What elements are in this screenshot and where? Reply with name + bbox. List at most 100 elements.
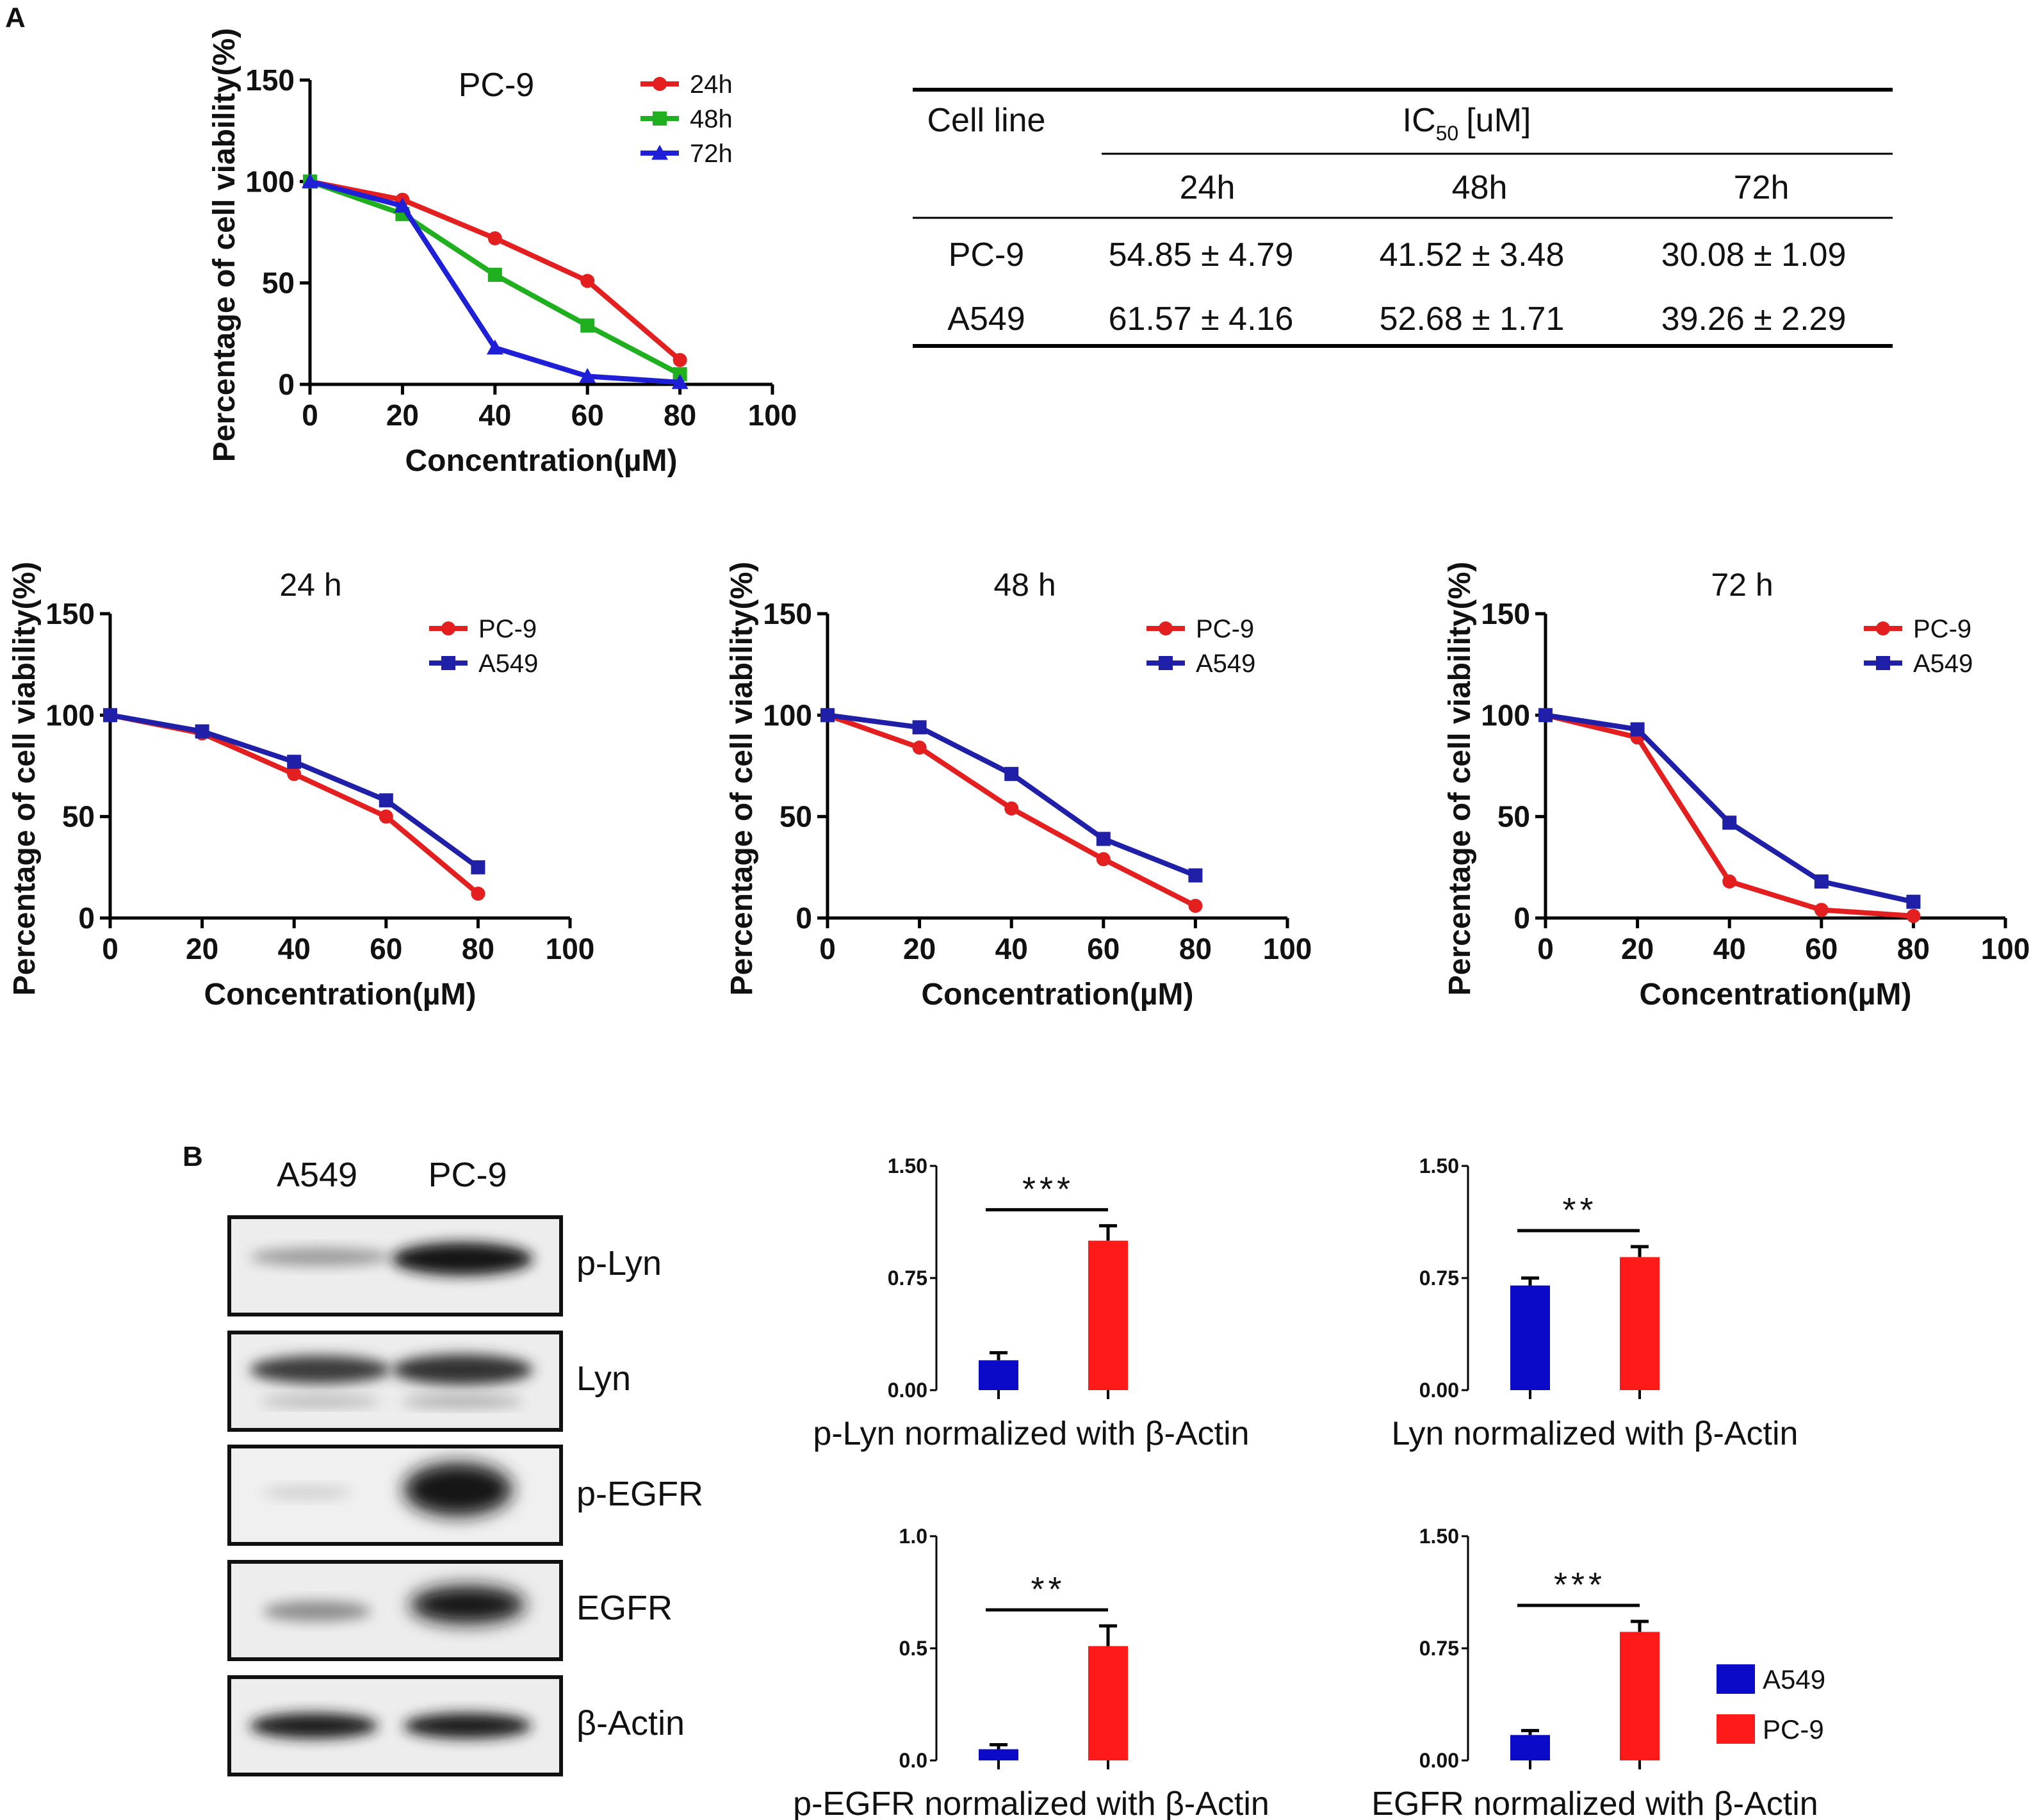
x-axis-label: Concentration(µM) xyxy=(1640,978,1912,1012)
x-tick-label: 60 xyxy=(1087,932,1120,965)
legend-label: 72h xyxy=(690,140,733,168)
header-72h: 72h xyxy=(1734,169,1790,206)
data-point xyxy=(287,755,302,769)
bar-pc-9 xyxy=(1088,1646,1128,1760)
legend-marker xyxy=(1876,656,1890,670)
panel-label-a: A xyxy=(5,2,26,33)
bar-pc-9 xyxy=(1088,1240,1128,1390)
bar-a549 xyxy=(979,1749,1018,1760)
y-axis-label: Percentage of cell viability(%) xyxy=(208,28,241,463)
legend-marker xyxy=(1159,656,1173,670)
chart-title: PC-9 xyxy=(459,67,534,104)
x-tick-label: 100 xyxy=(1981,932,2030,965)
y-tick-label: 0.75 xyxy=(1419,1267,1459,1290)
value-a549-24h: 61.57 ± 4.16 xyxy=(1109,300,1294,338)
chart-title: 48 h xyxy=(993,567,1056,603)
y-tick-label: 0.75 xyxy=(888,1267,927,1290)
legend-marker xyxy=(441,621,455,635)
legend-label-pc9: PC-9 xyxy=(1763,1714,1824,1744)
y-tick-label: 150 xyxy=(1481,597,1530,630)
row-cell-a549: A549 xyxy=(947,300,1025,338)
value-a549-48h: 52.68 ± 1.71 xyxy=(1380,300,1565,338)
egfr-bar-chart: 0.00 0.75 1.50 *** EGFR normalized with β-Ac… xyxy=(1371,1525,1818,1820)
significance-stars: *** xyxy=(1554,1566,1606,1604)
data-point xyxy=(1906,894,1921,909)
y-axis-label: Percentage of cell viability(%) xyxy=(8,562,42,996)
legend-marker xyxy=(1876,621,1890,635)
y-tick-label: 150 xyxy=(245,63,295,97)
bar-pc-9 xyxy=(1620,1632,1660,1760)
data-point xyxy=(103,708,117,723)
y-tick-label: 0 xyxy=(78,901,95,935)
x-tick-label: 0 xyxy=(819,932,836,965)
x-tick-label: 40 xyxy=(278,932,311,965)
y-tick-label: 150 xyxy=(763,597,812,630)
band-lyn-a549 xyxy=(250,1356,391,1384)
value-a549-72h: 39.26 ± 2.29 xyxy=(1661,300,1847,338)
data-point xyxy=(1814,874,1829,889)
series-line-a549 xyxy=(1545,712,1914,905)
legend-marker xyxy=(441,656,455,670)
data-point xyxy=(471,887,485,901)
legend-label: A549 xyxy=(1913,650,1973,678)
p-lyn-bar-chart: 0.00 0.75 1.50 *** p-Lyn normalized with β-A… xyxy=(813,1154,1249,1452)
data-point xyxy=(394,197,411,213)
x-axis-label: Concentration(µM) xyxy=(204,978,477,1012)
panel-label-b: B xyxy=(183,1141,203,1172)
x-axis-label: Concentration(µM) xyxy=(405,444,678,478)
legend-label: A549 xyxy=(1196,650,1255,678)
chart-title: 24 h xyxy=(279,567,341,603)
y-tick-label: 50 xyxy=(779,800,812,833)
x-tick-label: 80 xyxy=(664,398,696,432)
chart-title: EGFR normalized with β-Actin xyxy=(1371,1785,1818,1820)
band-p-lyn-pc9 xyxy=(392,1242,533,1275)
value-pc9-48h: 41.52 ± 3.48 xyxy=(1380,236,1565,274)
x-tick-label: 0 xyxy=(102,932,118,965)
band-lyn-a549-lower xyxy=(259,1397,381,1407)
legend-label: 48h xyxy=(690,105,733,133)
significance-stars: *** xyxy=(1022,1170,1074,1208)
y-tick-label: 100 xyxy=(1481,698,1530,732)
y-axis-label: Percentage of cell viability(%) xyxy=(1443,562,1477,996)
legend-label: PC-9 xyxy=(1913,615,1971,643)
significance-stars: ** xyxy=(1562,1191,1597,1229)
header-cell-line: Cell line xyxy=(927,102,1046,139)
data-point xyxy=(195,724,209,739)
data-point xyxy=(471,860,485,874)
x-axis-label: Concentration(µM) xyxy=(922,978,1194,1012)
bar-legend: A549 PC-9 xyxy=(1717,1664,1825,1744)
y-tick-label: 50 xyxy=(62,800,95,833)
chart-48h: 0 50 100 150 0 20 40 60 80 100 Concentration(µM) Pe… xyxy=(725,562,1312,1012)
band-p-egfr-a549 xyxy=(263,1486,352,1499)
data-point xyxy=(671,373,689,389)
band-egfr-pc9 xyxy=(410,1586,525,1624)
band-egfr-a549 xyxy=(263,1601,371,1621)
protein-label-egfr: EGFR xyxy=(576,1589,673,1627)
data-point xyxy=(912,720,927,735)
x-tick-label: 20 xyxy=(186,932,218,965)
chart-title: 72 h xyxy=(1711,567,1773,603)
y-tick-label: 1.50 xyxy=(1419,1154,1459,1177)
legend-marker xyxy=(1159,621,1173,635)
x-tick-label: 100 xyxy=(546,932,595,965)
x-tick-label: 100 xyxy=(1263,932,1312,965)
legend-label: A549 xyxy=(478,650,538,678)
x-tick-label: 40 xyxy=(1713,932,1746,965)
lane-label-pc9: PC-9 xyxy=(428,1156,507,1194)
row-cell-pc9: PC-9 xyxy=(949,236,1024,274)
x-tick-label: 60 xyxy=(571,398,604,432)
significance-stars: ** xyxy=(1031,1570,1065,1609)
y-tick-label: 0.00 xyxy=(1419,1749,1459,1772)
x-tick-label: 60 xyxy=(1805,932,1838,965)
data-point xyxy=(302,173,318,188)
y-tick-label: 1.0 xyxy=(899,1525,927,1548)
western-blot: A549 PC-9 p-Lyn Lyn p-EGFR EGFR β-Actin xyxy=(227,1156,703,1776)
data-point xyxy=(579,368,596,383)
data-point xyxy=(1188,868,1203,883)
chart-title: Lyn normalized with β-Actin xyxy=(1392,1415,1799,1452)
data-point xyxy=(287,767,302,782)
data-point xyxy=(1538,708,1553,723)
data-point xyxy=(486,340,503,355)
y-tick-label: 100 xyxy=(763,698,812,732)
